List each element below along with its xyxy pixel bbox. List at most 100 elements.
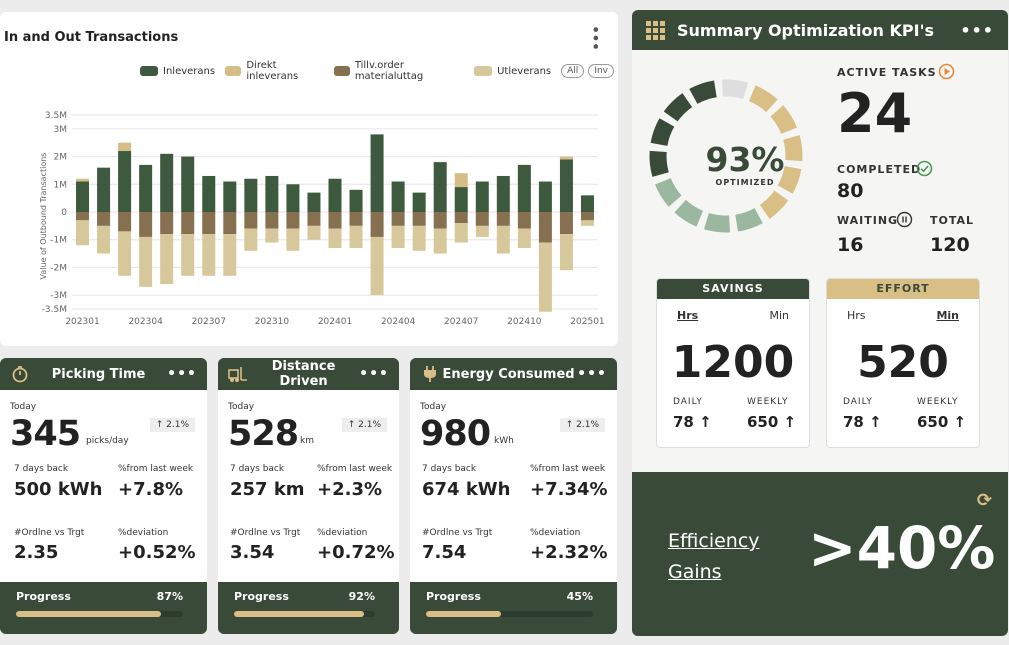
- bar-segment[interactable]: [265, 175, 279, 212]
- bar-segment[interactable]: [181, 156, 195, 212]
- bar-segment[interactable]: [307, 212, 321, 226]
- bar-segment[interactable]: [223, 212, 237, 235]
- legend-item-utleverans[interactable]: Utleverans: [474, 66, 551, 77]
- bar-segment[interactable]: [391, 225, 405, 249]
- bar-segment[interactable]: [559, 212, 573, 235]
- savings-min-toggle[interactable]: Min: [769, 309, 789, 322]
- bar-segment[interactable]: [202, 212, 216, 235]
- legend-item-inleverans[interactable]: Inleverans: [140, 66, 215, 77]
- bar-segment[interactable]: [370, 212, 384, 237]
- bar-segment[interactable]: [328, 228, 342, 249]
- bar-segment[interactable]: [349, 189, 363, 212]
- bar-segment[interactable]: [454, 212, 468, 224]
- bar-segment[interactable]: [349, 212, 363, 226]
- bar-segment[interactable]: [559, 159, 573, 212]
- bar-segment[interactable]: [181, 234, 195, 276]
- legend-item-tillv[interactable]: Tillv.order materialuttag: [333, 60, 465, 82]
- more-icon[interactable]: •••: [960, 20, 994, 40]
- bar-segment[interactable]: [538, 181, 552, 212]
- bar-segment[interactable]: [76, 212, 90, 221]
- bar-segment[interactable]: [538, 242, 552, 312]
- more-icon[interactable]: •••: [359, 366, 389, 382]
- bar-segment[interactable]: [433, 228, 447, 254]
- bar-segment[interactable]: [370, 236, 384, 296]
- efficiency-gains-label[interactable]: Efficiency Gains: [668, 530, 760, 583]
- bar-segment[interactable]: [118, 212, 132, 232]
- bar-segment[interactable]: [244, 178, 258, 212]
- bar-segment[interactable]: [307, 192, 321, 212]
- bar-segment[interactable]: [181, 212, 195, 235]
- bar-segment[interactable]: [559, 156, 573, 160]
- bar-segment[interactable]: [160, 212, 174, 235]
- bar-segment[interactable]: [454, 223, 468, 243]
- refresh-icon[interactable]: ⟳: [976, 490, 992, 511]
- bar-segment[interactable]: [475, 212, 489, 226]
- savings-hrs-toggle[interactable]: Hrs: [677, 309, 699, 322]
- bar-segment[interactable]: [475, 225, 489, 237]
- bar-segment[interactable]: [160, 153, 174, 212]
- bar-segment[interactable]: [559, 234, 573, 271]
- bar-segment[interactable]: [496, 212, 510, 226]
- bar-segment[interactable]: [223, 181, 237, 212]
- bar-segment[interactable]: [202, 234, 216, 276]
- bar-segment[interactable]: [139, 212, 153, 237]
- play-icon[interactable]: [938, 63, 955, 80]
- kebab-menu-icon[interactable]: •••: [585, 24, 605, 51]
- bar-segment[interactable]: [286, 228, 300, 251]
- bar-segment[interactable]: [433, 212, 447, 229]
- bar-segment[interactable]: [454, 187, 468, 212]
- bar-segment[interactable]: [517, 228, 531, 249]
- bar-segment[interactable]: [223, 234, 237, 276]
- deviation-value: +0.52%: [118, 542, 196, 563]
- bar-segment[interactable]: [496, 175, 510, 212]
- bar-segment[interactable]: [97, 167, 111, 212]
- bar-segment[interactable]: [118, 142, 132, 152]
- bar-segment[interactable]: [286, 212, 300, 229]
- bar-segment[interactable]: [580, 212, 594, 221]
- bar-segment[interactable]: [118, 231, 132, 276]
- bar-segment[interactable]: [349, 225, 363, 249]
- bar-segment[interactable]: [76, 178, 90, 182]
- bar-segment[interactable]: [412, 192, 426, 212]
- bar-segment[interactable]: [118, 151, 132, 212]
- legend-item-direkt[interactable]: Direkt inleverans: [225, 60, 323, 82]
- bar-segment[interactable]: [412, 225, 426, 251]
- bar-segment[interactable]: [76, 220, 90, 246]
- bar-segment[interactable]: [580, 220, 594, 226]
- bar-segment[interactable]: [244, 212, 258, 229]
- bar-segment[interactable]: [391, 212, 405, 226]
- bar-segment[interactable]: [307, 225, 321, 240]
- bar-segment[interactable]: [265, 228, 279, 243]
- bar-segment[interactable]: [97, 212, 111, 226]
- last-week-value: +7.34%: [530, 479, 608, 500]
- bar-segment[interactable]: [370, 134, 384, 212]
- more-icon[interactable]: •••: [167, 366, 197, 382]
- bar-segment[interactable]: [160, 234, 174, 285]
- bar-segment[interactable]: [475, 181, 489, 212]
- bar-segment[interactable]: [580, 195, 594, 212]
- bar-segment[interactable]: [202, 175, 216, 212]
- filter-inv-button[interactable]: Inv: [588, 64, 614, 78]
- bar-segment[interactable]: [97, 225, 111, 254]
- bar-segment[interactable]: [433, 162, 447, 212]
- bar-segment[interactable]: [517, 164, 531, 212]
- bar-segment[interactable]: [286, 184, 300, 212]
- bar-segment[interactable]: [517, 212, 531, 229]
- filter-all-button[interactable]: All: [561, 64, 585, 78]
- bar-segment[interactable]: [328, 212, 342, 229]
- bar-segment[interactable]: [139, 236, 153, 287]
- bar-segment[interactable]: [76, 181, 90, 212]
- bar-segment[interactable]: [454, 173, 468, 188]
- effort-hrs-toggle[interactable]: Hrs: [847, 309, 866, 322]
- bar-segment[interactable]: [391, 181, 405, 212]
- effort-min-toggle[interactable]: Min: [936, 309, 959, 322]
- bar-segment[interactable]: [244, 228, 258, 251]
- more-icon[interactable]: •••: [577, 366, 607, 382]
- bar-segment[interactable]: [538, 212, 552, 243]
- bar-segment[interactable]: [412, 212, 426, 226]
- bar-segment[interactable]: [328, 178, 342, 212]
- progress-value: 87%: [156, 590, 183, 603]
- bar-segment[interactable]: [496, 225, 510, 254]
- bar-segment[interactable]: [139, 164, 153, 212]
- bar-segment[interactable]: [265, 212, 279, 229]
